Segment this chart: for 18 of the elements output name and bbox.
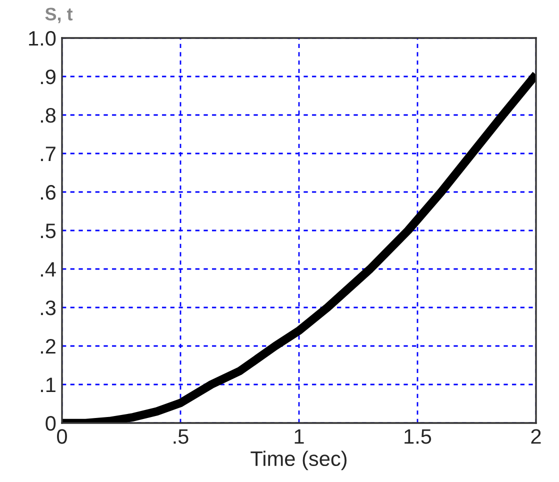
x-tick-label: 1.5 [404, 429, 432, 444]
y-tick-label: .3 [40, 300, 56, 316]
x-tick-label: 2 [531, 429, 541, 444]
x-tick-label: 1 [294, 429, 304, 444]
y-tick-label: .1 [40, 378, 56, 392]
y-tick-label: .9 [40, 70, 56, 84]
y-tick-label: 0 [46, 416, 56, 431]
chart-title: S, t [45, 8, 73, 24]
y-tick-label: .8 [40, 108, 56, 123]
x-axis-title: Time (sec) [250, 450, 347, 470]
y-tick-label: .5 [40, 224, 56, 238]
y-tick-label: 1.0 [29, 31, 56, 46]
y-tick-label: .7 [40, 146, 56, 162]
y-tick-label: .6 [40, 185, 56, 200]
y-tick-label: .4 [40, 262, 56, 277]
x-tick-label: 0 [57, 429, 67, 444]
y-tick-label: .2 [40, 339, 56, 354]
x-tick-label: .5 [174, 429, 188, 444]
